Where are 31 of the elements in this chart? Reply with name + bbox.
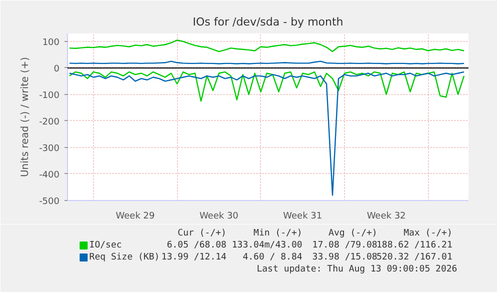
line-series [68, 71, 465, 102]
text: 188.62 /116.21 [376, 240, 452, 250]
x-tick-label: Week 32 [366, 212, 406, 222]
text: 133.04m/43.00 [232, 240, 302, 250]
text: Last update: Thu Aug 13 09:00:05 2026 [256, 264, 458, 274]
x-tick-label: Week 29 [116, 212, 156, 222]
y-tick-label: -200 [39, 117, 60, 128]
line-series [68, 40, 465, 52]
y-axis-title: Units read (-) / write (+) [20, 56, 32, 178]
y-tick-label: -100 [39, 90, 60, 101]
text: Avg (-/+) [328, 228, 378, 238]
legend-label: Req Size (KB) [89, 252, 160, 262]
text: 13.99 /12.14 [161, 252, 226, 262]
y-tick-label: -500 [39, 197, 60, 207]
text: 17.08 /79.08 [312, 240, 378, 250]
text: 33.98 /15.08 [312, 252, 378, 262]
text: 6.05 /68.08 [166, 240, 226, 250]
text: Min (-/+) [254, 228, 302, 238]
y-tick-label: 100 [42, 38, 60, 48]
line-series [68, 71, 465, 196]
text: 520.32 /167.01 [376, 252, 452, 262]
chart-title: IOs for /dev/sda - by month [192, 16, 344, 28]
x-tick-label: Week 31 [283, 212, 322, 222]
legend-label: IO/sec [89, 240, 122, 250]
y-tick-label: -300 [39, 144, 60, 154]
y-tick-label: 0 [54, 64, 60, 74]
text: 4.60 / 8.84 [242, 252, 302, 262]
text: Max (-/+) [404, 228, 452, 238]
text: Cur (-/+) [178, 228, 226, 238]
x-tick-label: Week 30 [199, 212, 239, 222]
y-tick-label: -400 [39, 170, 60, 180]
